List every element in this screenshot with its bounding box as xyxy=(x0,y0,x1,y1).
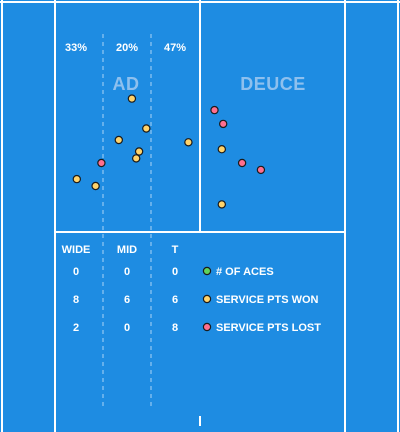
lost-t: 8 xyxy=(172,322,178,334)
serve-point-lost-1 xyxy=(210,105,219,115)
zone-pct-wide: 33% xyxy=(65,42,87,54)
serve-point-won-2 xyxy=(127,94,137,103)
serve-point-lost-4 xyxy=(256,165,266,175)
col-head-wide: WIDE xyxy=(62,244,91,256)
serve-point-won-7 xyxy=(184,138,193,147)
won-t: 6 xyxy=(172,294,178,306)
won-mid: 6 xyxy=(124,294,130,306)
serve-points xyxy=(72,94,266,209)
serve-point-lost-3 xyxy=(237,158,247,168)
serve-point-won-1 xyxy=(91,181,100,191)
serve-point-won-9 xyxy=(217,200,226,209)
serve-point-won-4 xyxy=(114,135,124,145)
aces-mid: 0 xyxy=(124,266,130,278)
serve-point-won-5 xyxy=(134,147,144,156)
serve-point-won-6 xyxy=(131,154,141,163)
col-head-t: T xyxy=(172,244,179,256)
serve-point-lost-2 xyxy=(218,119,228,129)
box-label-deuce: DEUCE xyxy=(240,74,306,94)
zone-pct-t: 47% xyxy=(164,42,186,54)
serve-point-won-8 xyxy=(217,144,226,154)
legend-dot-won xyxy=(202,294,212,304)
serve-point-won-0 xyxy=(72,174,82,184)
zone-dividers xyxy=(102,34,152,406)
lost-mid: 0 xyxy=(124,322,130,334)
serve-point-won-3 xyxy=(142,124,151,133)
box-label-ad: AD xyxy=(113,74,140,94)
zone-pct-mid: 20% xyxy=(116,42,138,54)
lost-wide: 2 xyxy=(73,322,79,334)
col-head-mid: MID xyxy=(117,244,137,256)
legend-label-won: SERVICE PTS WON xyxy=(216,294,319,306)
legend-label-aces: # OF ACES xyxy=(216,266,274,278)
won-wide: 8 xyxy=(73,294,79,306)
legend-dot-lost xyxy=(202,322,212,332)
aces-wide: 0 xyxy=(73,266,79,278)
serve-point-lost-0 xyxy=(97,158,106,168)
aces-t: 0 xyxy=(172,266,178,278)
legend-label-lost: SERVICE PTS LOST xyxy=(216,322,321,334)
legend-dot-aces xyxy=(202,266,212,276)
